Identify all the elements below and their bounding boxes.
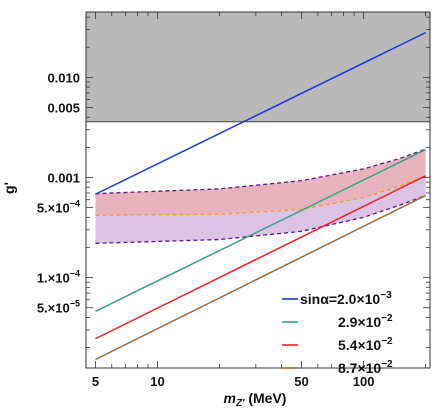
x-axis-title: mZ' (MeV) (224, 390, 287, 409)
y-tick-label: 0.001 (47, 170, 80, 185)
legend-label-2: 2.9×10−2 (338, 313, 393, 330)
band-upper-boundary (95, 148, 426, 195)
excluded-region (86, 12, 430, 122)
y-tick-label: 5.×10−5 (37, 299, 80, 316)
legend-label-4: 8.7×10−2 (338, 359, 393, 376)
x-tick-label: 10 (150, 374, 164, 389)
series-line-1 (95, 31, 426, 195)
y-tick-label: 0.010 (47, 70, 80, 85)
y-tick-label: 5.×10−4 (37, 199, 80, 216)
band-lower-fill (95, 175, 426, 244)
y-tick-label: 1.×10−4 (37, 269, 80, 286)
plot-frame (85, 11, 431, 369)
ticks (86, 12, 430, 368)
series-line-3 (95, 175, 426, 340)
series-lines (95, 31, 426, 361)
x-tick-label: 100 (353, 374, 375, 389)
y-tick-label: 0.005 (47, 101, 80, 116)
x-tick-label: 50 (294, 374, 308, 389)
legend-label-3: 5.4×10−2 (338, 336, 393, 353)
band-lower-boundary (95, 194, 426, 244)
y-axis-title: g' (1, 182, 17, 194)
series-line-2 (95, 148, 426, 313)
legend: sinα=2.0×10−3 2.9×10−2 5.4×10−2 8.7×10−2 (282, 290, 393, 376)
legend-label-1: sinα=2.0×10−3 (300, 290, 392, 307)
x-tick-label: 5 (92, 374, 99, 389)
tick-labels: 5 10 50 100 5.×10−5 1.×10−4 5.×10−4 0.001 0.005 0… (37, 70, 375, 389)
series-line-4 (95, 194, 426, 361)
plot-area (86, 12, 430, 361)
band-upper-fill (95, 149, 426, 216)
